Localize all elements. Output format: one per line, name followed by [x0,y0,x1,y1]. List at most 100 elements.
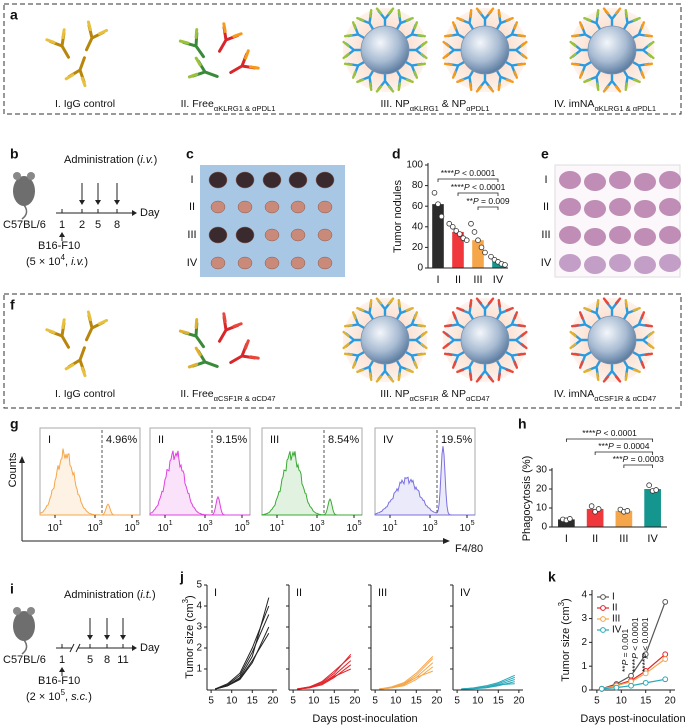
antibody-light [375,85,395,93]
bar [644,489,661,527]
antibody [456,356,476,382]
mouse-body [13,176,35,206]
antibody-light [375,7,395,15]
bar [558,519,575,527]
antibody-light [569,330,577,350]
x-tick-label: II [455,274,461,286]
text-part: αCSF1R [409,394,439,403]
mouse-ear [13,172,21,180]
text-part: II. Free [181,98,214,110]
text-part: 10 [124,523,136,534]
x-tick-label: 103 [87,518,102,533]
legend-label: IV [612,625,622,636]
text-part: i.v. [71,256,84,268]
y-axis-label: Phagocytosis (%) [521,456,533,542]
text-part: < 0.0001 [460,168,496,178]
antibody-light [624,368,641,382]
y-axis-label: Tumor size (cm3) [557,598,572,681]
y-tick-label: 1 [581,661,587,672]
text-part: , [65,691,71,703]
text-part: P [473,196,479,206]
antibody-light [442,330,450,350]
data-point [475,237,481,243]
data-point [435,201,441,207]
antibody-light [342,40,350,60]
histology-section [659,226,681,244]
antibody [178,318,205,349]
x-tick-label: 105 [459,518,474,533]
panel-a-frame [3,3,682,115]
text-part: 10 [309,523,321,534]
x-tick-label: II [592,533,598,545]
x-tick-label: 5 [454,696,460,707]
day-label: 11 [117,654,128,666]
lung-sample [262,171,282,189]
x-tick-label: 10 [616,696,628,707]
antibody-light [222,312,243,328]
schedule-title: Administration (i.t.) [64,589,156,601]
antibody [45,318,70,349]
antibody-light [583,8,600,22]
y-tick-label: 30 [536,465,548,476]
data-point [502,262,508,268]
day-label: 2 [79,219,85,231]
data-point [431,190,438,196]
text-part: 4 [61,253,66,262]
text-part: III. NP [380,388,409,400]
antibody-light [569,40,577,60]
antibody-light [178,28,199,45]
sample-label: IV [383,434,394,446]
day-label: 5 [95,219,101,231]
text-part: 1 [394,518,398,527]
x-tick-label: 5 [290,696,296,707]
text-part: P [630,653,640,659]
antibody-light [342,330,350,350]
treatment-label: I. IgG control [55,98,115,110]
antibody-light [640,62,654,79]
panel-letter: g [10,416,19,432]
significance-label: **P = 0.001 [620,628,630,672]
antibody-light [413,21,427,38]
x-axis-label: Days post-inoculation [312,713,417,725]
x-tick-label: 101 [269,518,284,533]
mouse-strain: C57BL/6 [3,219,46,231]
antibody-light [624,298,641,312]
data-point [595,506,602,512]
growth-curve [379,656,434,690]
y-axis-label: Tumor nodules [392,180,404,253]
antibody-light [178,318,199,335]
lung-sample [208,226,228,244]
antibody [229,339,260,364]
text-part: 5 [61,688,66,697]
x-tick-label: 103 [309,518,324,533]
sample-label: I [48,434,51,446]
text-part: i.t. [140,589,152,601]
y-tick-label: 100 [406,160,423,171]
tumor-line: B16-F10 [38,675,80,687]
row-label: IV [541,257,552,269]
text-part: αCSF1R & αCD47 [594,394,656,403]
flow-histogram [149,450,250,516]
y-tick-label: 4 [196,601,202,612]
text-part: *** [598,441,609,451]
bar [432,204,444,268]
antibody-light [602,297,622,305]
y-tick-label: 1 [196,664,202,675]
antibody [602,69,622,93]
antibody [218,22,243,53]
growth-curve [297,668,352,690]
antibody [443,21,469,41]
antibody-light [602,85,622,93]
arrow-head [443,538,450,544]
text-part: **** [582,428,596,438]
x-axis-label: Days post-inoculation [580,713,685,725]
antibody-light [497,368,514,382]
panel-letter: i [10,581,14,597]
text-part: IV. imNA [554,388,594,400]
series-marker [662,651,669,658]
text-part: Administration ( [64,154,141,166]
antibody-light [187,56,202,79]
text-part: 10 [234,523,246,534]
legend-marker [600,594,606,600]
significance-bracket [477,206,499,210]
